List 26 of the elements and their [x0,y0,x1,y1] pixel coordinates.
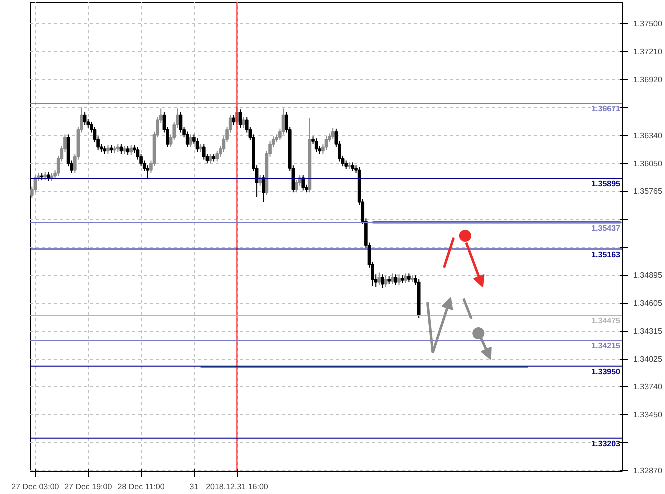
ref-line-label: 1.35895 [592,180,622,189]
y-tick-label: 1.37210 [634,48,663,57]
ref-line-label: 1.35163 [592,250,622,260]
y-tick-label: 1.32870 [634,466,663,476]
y-tick-label: 1.34315 [634,327,663,336]
ref-line-label: 1.33950 [592,367,622,376]
x-tick-label: 27 Dec 19:00 [64,482,113,492]
y-tick-label: 1.37500 [634,20,663,29]
y-tick-label: 1.34605 [634,299,663,308]
y-tick-label: 1.34895 [634,271,663,280]
ref-line-label: 1.34215 [592,342,622,351]
ref-line-label: 1.33203 [592,439,622,448]
y-tick-label: 1.35765 [634,187,663,196]
y-tick-label: 1.36340 [634,132,663,141]
y-tick-label: 1.34025 [634,355,663,364]
y-tick-label: 1.36050 [634,160,663,169]
x-tick-label: 2018.12.31 16:00 [206,482,269,492]
x-tick-label: 31 [190,482,200,492]
ref-line-label: 1.36671 [592,104,622,114]
x-tick-label: 27 Dec 03:00 [12,482,60,492]
x-tick-label: 28 Dec 11:00 [118,482,166,492]
ref-line-label: 1.35437 [592,224,622,233]
y-tick-label: 1.33450 [634,410,663,420]
y-tick-label: 1.33740 [634,382,663,392]
y-tick-label: 1.36920 [634,76,663,85]
ref-line-label: 1.34475 [592,316,622,326]
